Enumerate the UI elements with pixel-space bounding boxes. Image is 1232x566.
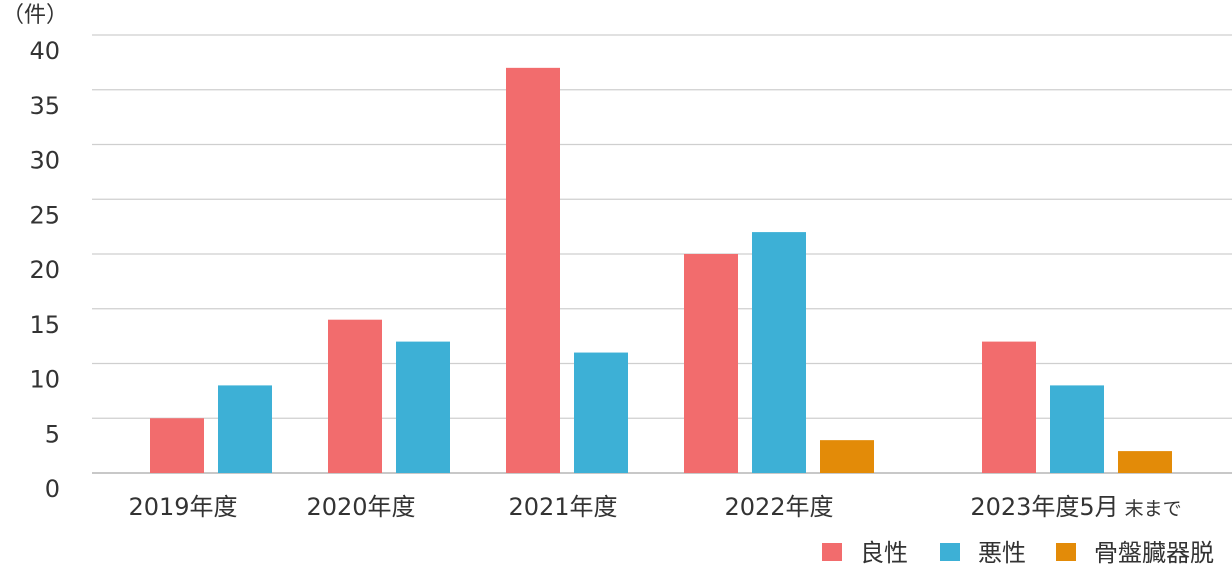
- grid-lines: [92, 34, 1232, 474]
- x-axis-categories: 2019年度 2020年度 2021年度 2022年度 2023年度5月 末まで: [128, 493, 1181, 521]
- y-tick-label: 40: [29, 37, 60, 65]
- y-tick-label: 0: [45, 475, 60, 503]
- bar-benign: [506, 67, 560, 473]
- bar-benign: [982, 341, 1036, 473]
- y-tick-label: 20: [29, 256, 60, 284]
- bar-prolapse: [1118, 451, 1172, 473]
- x-category-label: 2021年度: [508, 493, 617, 521]
- bar-malignant: [1050, 385, 1104, 473]
- bar-benign: [328, 319, 382, 473]
- legend-swatch-malignant: [940, 543, 960, 561]
- bar-benign: [684, 254, 738, 473]
- bar-benign: [150, 418, 204, 473]
- x-category-label: 2020年度: [306, 493, 415, 521]
- legend: 良性 悪性 骨盤臓器脱: [822, 539, 1214, 566]
- legend-swatch-prolapse: [1056, 543, 1076, 561]
- x-category-label: 2019年度: [128, 493, 237, 521]
- x-category-label: 2022年度: [724, 493, 833, 521]
- legend-label-malignant: 悪性: [978, 539, 1026, 566]
- legend-label-prolapse: 骨盤臓器脱: [1094, 539, 1214, 566]
- y-tick-label: 25: [29, 201, 60, 229]
- bar-malignant: [218, 385, 272, 473]
- bar-malignant: [574, 352, 628, 473]
- legend-label-benign: 良性: [860, 539, 908, 566]
- y-axis-ticks: 0 5 10 15 20 25 30 35 40: [29, 37, 60, 503]
- y-tick-label: 15: [29, 311, 60, 339]
- bar-malignant: [752, 232, 806, 473]
- bar-malignant: [396, 341, 450, 473]
- y-tick-label: 30: [29, 147, 60, 175]
- y-tick-label: 10: [29, 366, 60, 394]
- legend-swatch-benign: [822, 543, 842, 561]
- y-tick-label: 35: [29, 92, 60, 120]
- bars: [150, 67, 1172, 473]
- y-axis-unit-label: （件）: [2, 3, 68, 28]
- x-category-label: 2023年度5月 末まで: [970, 493, 1181, 521]
- bar-prolapse: [820, 440, 874, 473]
- y-tick-label: 5: [45, 420, 60, 448]
